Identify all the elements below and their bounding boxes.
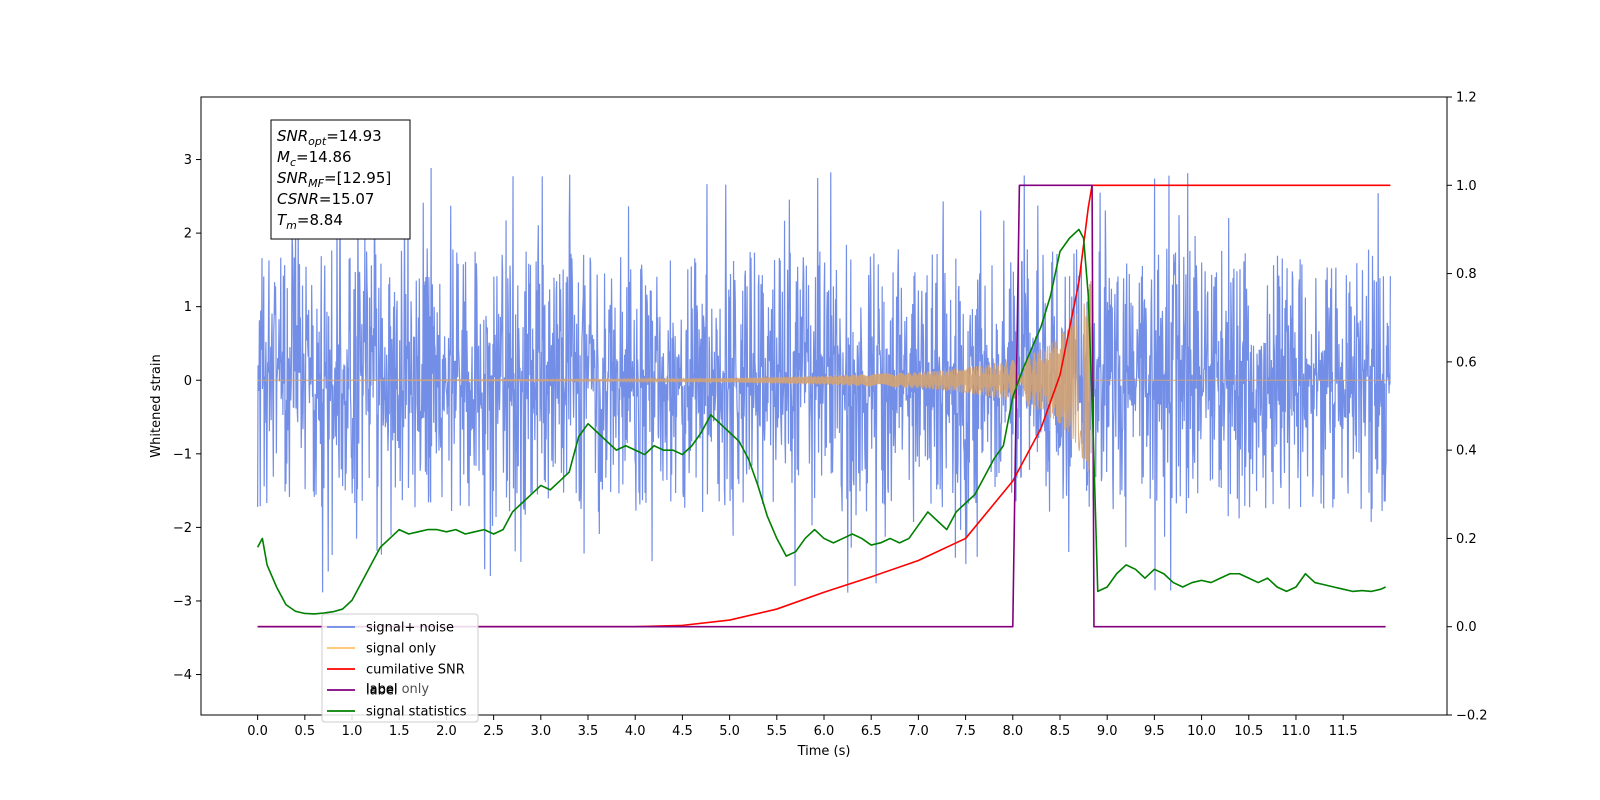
y-tick-label-left: 0 [184, 374, 192, 389]
y-tick-label-left: −2 [173, 521, 192, 536]
info-box-line: CSNR=15.07 [277, 190, 374, 208]
x-tick-label: 2.5 [483, 724, 504, 739]
legend-entry-label: signal statistics [366, 705, 467, 720]
x-tick-label: 11.5 [1329, 724, 1358, 739]
x-tick-label: 4.5 [672, 724, 693, 739]
series-line-signal-statistics [256, 228, 1386, 615]
x-tick-label: 3.5 [578, 724, 599, 739]
legend: signal+ noise signal only cumilative SNR la… [321, 613, 479, 723]
axes: 0.0 0.5 1.0 1.5 2.0 2.5 3.0 3.5 4.0 4.5 5.0 5.5 6.0 6… [173, 91, 1488, 740]
x-tick-label: 8.0 [1002, 724, 1023, 739]
y-tick-label-left: −1 [173, 447, 192, 462]
x-tick-label: 3.0 [530, 724, 551, 739]
y-tick-label-left: −4 [173, 668, 192, 683]
legend-entry-label: label [366, 684, 397, 699]
y-tick-label-right: 0.6 [1456, 355, 1477, 370]
legend-entry-label: label [366, 682, 397, 697]
y-tick-label-left: 2 [184, 227, 192, 242]
info-box-line: SNRopt=14.93 [277, 127, 382, 148]
stats-info-box: SNRopt=14.93Mc=14.86SNRMF=[12.95]CSNR=15… [270, 119, 411, 240]
series-line-cumilative-snr [257, 184, 1391, 628]
x-tick-label: 4.0 [625, 724, 646, 739]
x-tick-label: 5.5 [766, 724, 787, 739]
x-axis-label: Time (s) [797, 744, 851, 759]
series-line-label [257, 184, 1386, 628]
legend-frame [321, 613, 479, 723]
x-tick-label: 2.0 [436, 724, 457, 739]
x-tick-label: 1.0 [342, 724, 363, 739]
y-tick-label-right: 1.0 [1456, 179, 1477, 194]
x-tick-label: 10.5 [1234, 724, 1263, 739]
series-line-signal-only [257, 281, 1391, 473]
legend-ghost-label: label only [366, 682, 429, 697]
x-tick-label: 8.5 [1050, 724, 1071, 739]
info-box-line: Tm=8.84 [277, 211, 343, 232]
x-tick-label: 7.5 [955, 724, 976, 739]
x-tick-label: 5.0 [719, 724, 740, 739]
x-tick-label: 11.0 [1281, 724, 1310, 739]
y-tick-label-left: 1 [184, 300, 192, 315]
x-tick-label: 7.0 [908, 724, 929, 739]
plot-area [256, 168, 1391, 628]
legend-entry-label: signal+ noise [366, 621, 454, 636]
y-tick-label-right: 0.8 [1456, 267, 1477, 282]
y-tick-label-left: 3 [184, 153, 192, 168]
y-tick-label-left: −3 [173, 594, 192, 609]
y-tick-label-right: 0.2 [1456, 532, 1477, 547]
x-tick-label: 9.5 [1144, 724, 1165, 739]
y-tick-label-right: −0.2 [1456, 709, 1488, 724]
legend-entry-label: signal only [366, 642, 436, 657]
y-tick-label-right: 0.4 [1456, 444, 1477, 459]
x-tick-label: 1.5 [389, 724, 410, 739]
info-box-line: SNRMF=[12.95] [277, 169, 391, 190]
series-line-signal-noise [257, 168, 1391, 593]
info-box-frame [270, 119, 411, 240]
x-tick-label: 0.0 [247, 724, 268, 739]
y-tick-label-right: 1.2 [1456, 91, 1477, 106]
x-tick-label: 6.0 [814, 724, 835, 739]
x-tick-label: 9.0 [1097, 724, 1118, 739]
x-tick-label: 10.0 [1187, 724, 1216, 739]
y-tick-label-right: 0.0 [1456, 620, 1477, 635]
x-tick-label: 0.5 [294, 724, 315, 739]
x-tick-label: 6.5 [861, 724, 882, 739]
info-box-line: Mc=14.86 [277, 148, 352, 169]
legend-entry-label: cumilative SNR [366, 663, 465, 678]
y-axis-label-left: Whitened strain [149, 354, 164, 457]
